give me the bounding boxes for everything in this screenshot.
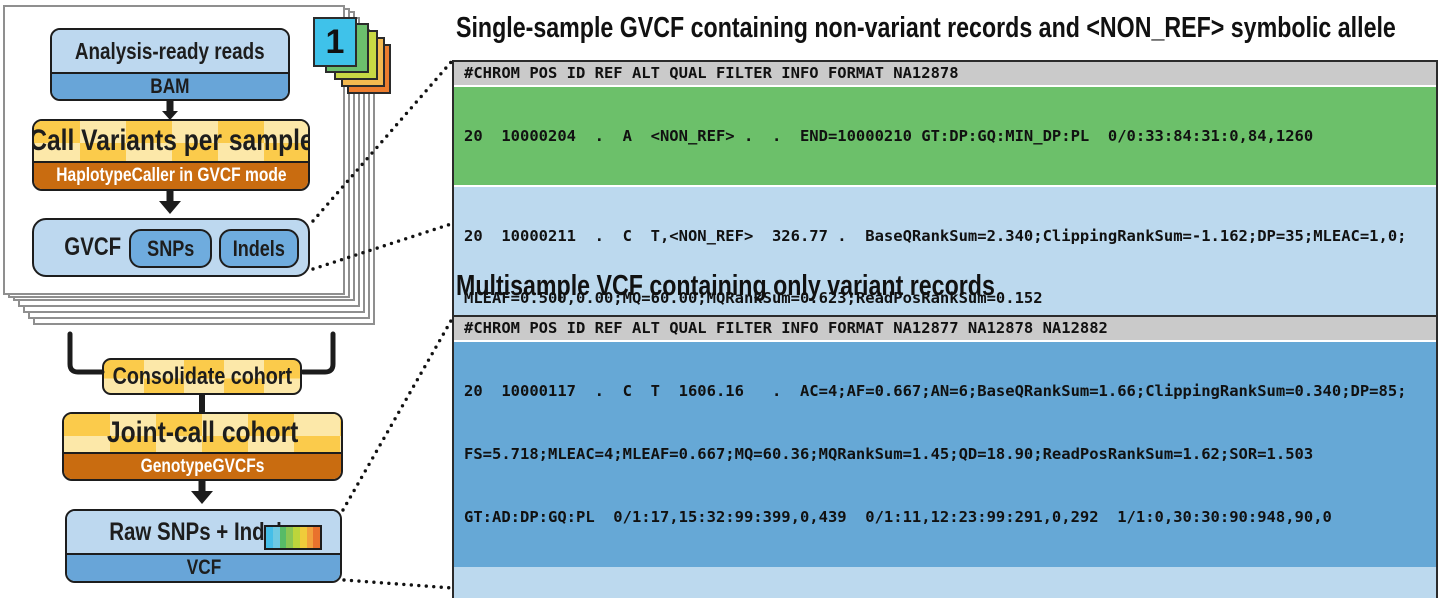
call-variants-title-area: Call Variants per sample bbox=[34, 121, 308, 161]
vcf-record-row: 20 10000211 . C T 1765.16 . AC=4;AF=0.66… bbox=[454, 567, 1436, 598]
joint-call-title-area: Joint-call cohort bbox=[64, 414, 341, 452]
raw-title: Raw SNPs + Indels bbox=[109, 517, 294, 546]
gvcf-label: GVCF bbox=[64, 233, 122, 261]
node-gvcf: GVCF SNPs Indels bbox=[32, 218, 310, 277]
dotted-leader-vcf-bottom bbox=[342, 578, 454, 590]
raw-format-label: VCF bbox=[186, 556, 221, 579]
vcf-record-line: 20 10000204 . A <NON_REF> . . END=100002… bbox=[464, 127, 1314, 145]
gvcf-label-area: GVCF bbox=[58, 220, 127, 275]
node-consolidate-cohort: Consolidate cohort bbox=[102, 358, 302, 395]
call-variants-tool: HaplotypeCaller in GVCF mode bbox=[55, 165, 287, 186]
vcf-record-line: GT:AD:DP:GQ:PL 0/1:17,15:32:99:399,0,439… bbox=[464, 508, 1332, 526]
vcf-record-line: 20 10000117 . C T 1606.16 . AC=4;AF=0.66… bbox=[464, 382, 1407, 400]
node-call-variants: Call Variants per sample HaplotypeCaller… bbox=[32, 119, 310, 191]
rainbow-spectrum-icon bbox=[264, 525, 322, 550]
joint-call-tool: GenotypeGVCFs bbox=[140, 455, 265, 477]
vcf-record-row: 20 10000117 . C T 1606.16 . AC=4;AF=0.66… bbox=[454, 342, 1436, 567]
chip-indels: Indels bbox=[219, 229, 299, 268]
arrow-down-icon bbox=[191, 481, 213, 504]
joint-call-title: Joint-call cohort bbox=[106, 416, 299, 449]
vcf-header-row: #CHROM POS ID REF ALT QUAL FILTER INFO F… bbox=[454, 62, 1436, 85]
call-variants-tool-strip: HaplotypeCaller in GVCF mode bbox=[34, 161, 308, 189]
vcf-record-line: FS=5.718;MLEAC=4;MLEAF=0.667;MQ=60.36;MQ… bbox=[464, 445, 1314, 463]
node-joint-call-cohort: Joint-call cohort GenotypeGVCFs bbox=[62, 412, 343, 481]
reads-format-label: BAM bbox=[150, 74, 190, 98]
sample-number: 1 bbox=[325, 22, 345, 61]
raw-title-area: Raw SNPs + Indels bbox=[67, 511, 340, 553]
reads-title: Analysis-ready reads bbox=[75, 37, 265, 64]
reads-format-strip: BAM bbox=[52, 72, 288, 99]
consolidate-title: Consolidate cohort bbox=[112, 362, 292, 390]
dotted-leader-vcf-top bbox=[341, 317, 454, 512]
bracket-right bbox=[300, 331, 336, 375]
chip-indels-label: Indels bbox=[232, 235, 286, 261]
joint-call-tool-strip: GenotypeGVCFs bbox=[64, 452, 341, 479]
multisample-vcf-table: #CHROM POS ID REF ALT QUAL FILTER INFO F… bbox=[452, 315, 1438, 598]
bracket-left bbox=[67, 331, 105, 375]
sample-number-badge: 1 bbox=[313, 17, 357, 67]
panel2-title: Multisample VCF containing only variant … bbox=[456, 270, 995, 302]
reads-title-area: Analysis-ready reads bbox=[52, 30, 288, 72]
chip-snps-label: SNPs bbox=[146, 235, 195, 261]
vcf-header-row: #CHROM POS ID REF ALT QUAL FILTER INFO F… bbox=[454, 317, 1436, 340]
vcf-record-line: MLEAF=0.500,0.00;MQ=60.00;MQRankSum=0.62… bbox=[464, 289, 1043, 307]
vcf-record-row: 20 10000204 . A <NON_REF> . . END=100002… bbox=[454, 87, 1436, 185]
node-analysis-ready-reads: Analysis-ready reads BAM bbox=[50, 28, 290, 101]
panel1-title: Single-sample GVCF containing non-varian… bbox=[456, 12, 1396, 44]
raw-format-strip: VCF bbox=[67, 553, 340, 581]
call-variants-title: Call Variants per sample bbox=[32, 124, 310, 157]
vcf-record-line: 20 10000211 . C T,<NON_REF> 326.77 . Bas… bbox=[464, 227, 1407, 245]
node-raw-snps-indels: Raw SNPs + Indels VCF bbox=[65, 509, 342, 583]
chip-snps: SNPs bbox=[129, 229, 212, 268]
